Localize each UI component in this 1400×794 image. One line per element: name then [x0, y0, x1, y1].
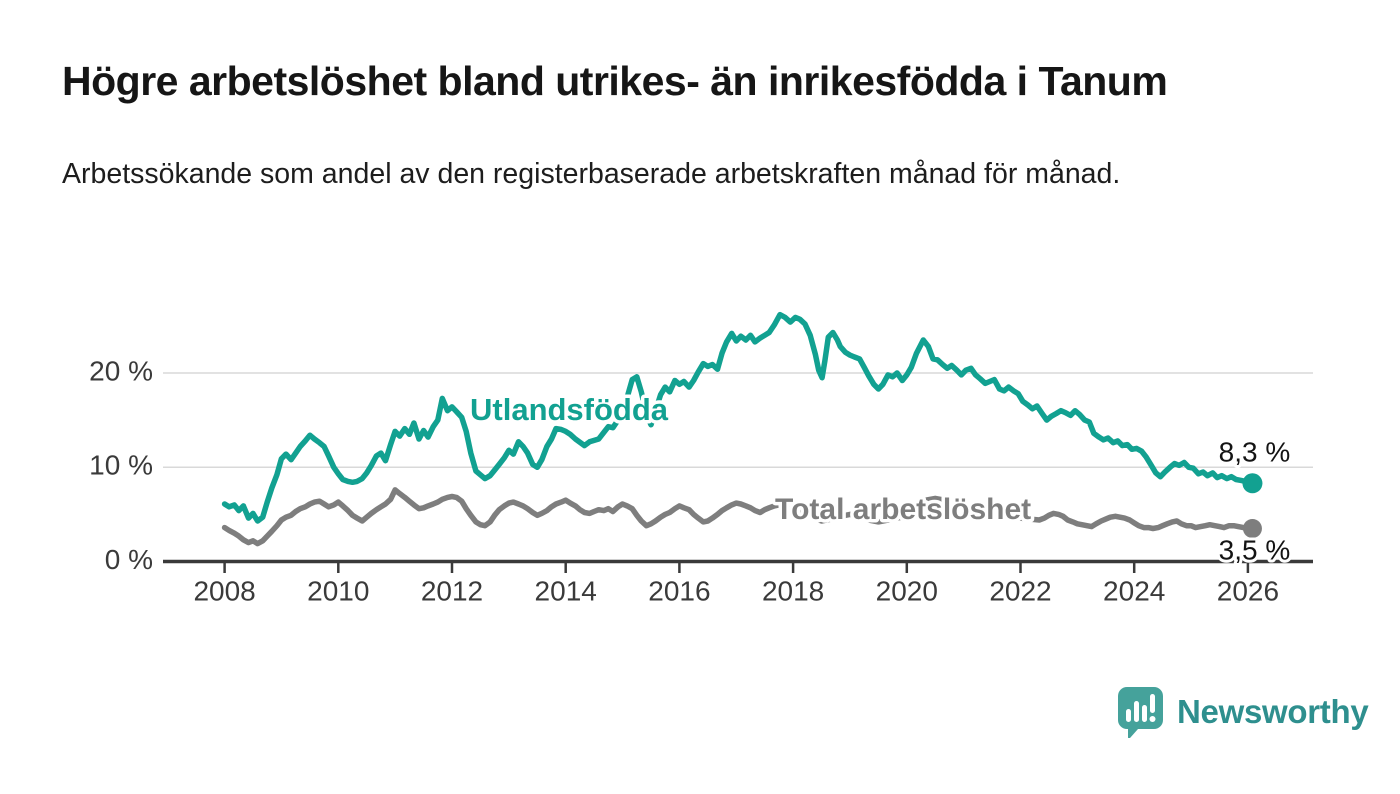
bar-2	[1134, 701, 1139, 722]
exclamation-bar	[1150, 694, 1155, 713]
page-subtitle: Arbetssökande som andel av den registerb…	[62, 158, 1121, 190]
speech-bubble-shape	[1118, 687, 1163, 738]
x-axis-label-2022: 2022	[989, 576, 1051, 607]
end-value-label-total: 3,5 %	[1219, 535, 1291, 566]
series-line-utlandsfodda	[221, 311, 1256, 524]
y-axis-label-20: 20 %	[89, 355, 153, 386]
newsworthy-logo: Newsworthy	[1117, 686, 1369, 738]
x-axis-label-2012: 2012	[421, 576, 483, 607]
end-dot-utlandsfodda	[1242, 473, 1263, 494]
end-value-label-utlandsfodda: 8,3 %	[1219, 436, 1291, 467]
bar-3	[1142, 705, 1147, 722]
newsworthy-wordmark: Newsworthy	[1177, 693, 1369, 730]
x-axis-label-2016: 2016	[648, 576, 710, 607]
newsworthy-logo-icon	[1118, 687, 1163, 738]
x-axis-label-2026: 2026	[1217, 576, 1279, 607]
y-axis-label-0: 0 %	[105, 544, 153, 575]
x-axis-label-2014: 2014	[535, 576, 597, 607]
x-axis-label-2010: 2010	[307, 576, 369, 607]
y-axis-label-10: 10 %	[89, 450, 153, 481]
end-dot-total	[1242, 519, 1262, 539]
page-title: Högre arbetslöshet bland utrikes- än inr…	[62, 58, 1168, 104]
x-axis-label-2020: 2020	[876, 576, 938, 607]
bar-1	[1126, 709, 1131, 722]
x-axis-label-2024: 2024	[1103, 576, 1165, 607]
series-label-total-arbetsloshet: Total arbetslöshet	[775, 493, 1031, 526]
series-label-utlandsfodda: Utlandsfödda	[470, 392, 669, 427]
x-axis-label-2008: 2008	[193, 576, 255, 607]
exclamation-dot	[1149, 716, 1156, 722]
series-line-total	[221, 487, 1256, 547]
x-axis-label-2018: 2018	[762, 576, 824, 607]
